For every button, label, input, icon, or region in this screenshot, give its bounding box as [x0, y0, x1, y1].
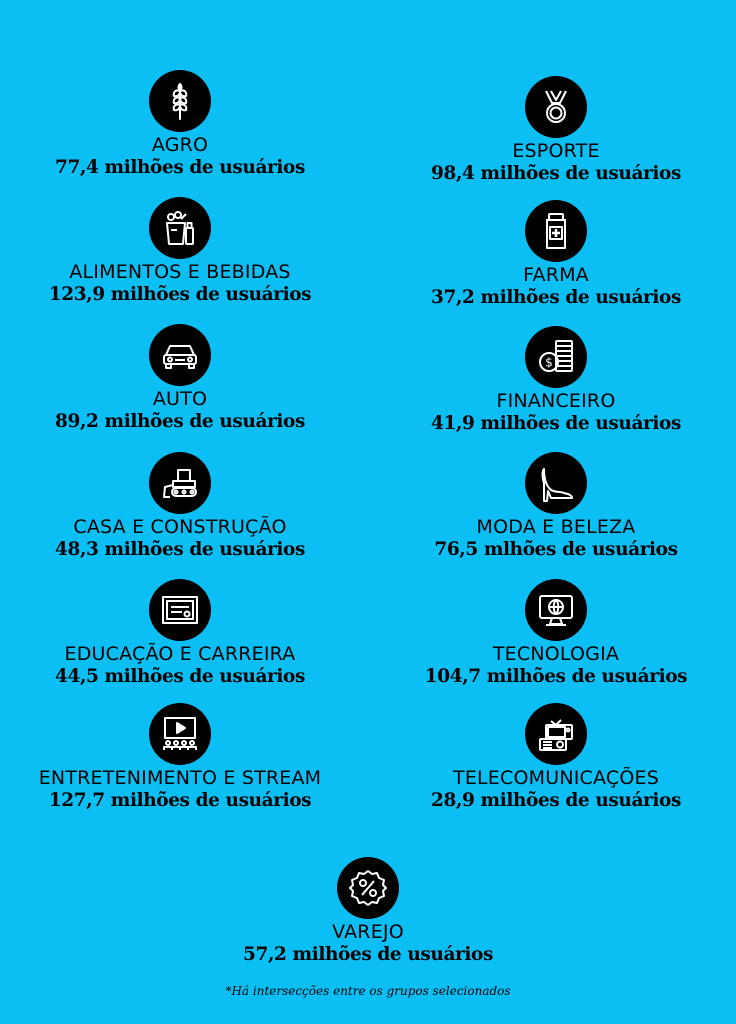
segment-users: 127,7 milhões de usuários — [48, 790, 312, 811]
segment-moda-beleza: MODA E BELEZA 76,5 mlhões de usuários — [376, 452, 736, 562]
segment-name: ESPORTE — [512, 140, 600, 162]
medal-icon — [525, 76, 587, 138]
segment-name: MODA E BELEZA — [476, 516, 636, 538]
bulldozer-icon — [149, 452, 211, 514]
segment-name: ENTRETENIMENTO E STREAM — [38, 767, 322, 789]
high-heel-icon — [525, 452, 587, 514]
car-icon — [149, 324, 211, 386]
segment-users: 89,2 milhões de usuários — [55, 411, 305, 432]
segment-users: 76,5 mlhões de usuários — [434, 539, 678, 560]
segment-users: 41,9 milhões de usuários — [431, 413, 681, 434]
segment-users: 104,7 milhões de usuários — [424, 666, 688, 687]
segment-name: FARMA — [523, 264, 589, 286]
segment-users: 98,4 milhões de usuários — [431, 163, 681, 184]
segment-auto: AUTO 89,2 milhões de usuários — [0, 324, 360, 434]
segment-esporte: ESPORTE 98,4 milhões de usuários — [376, 76, 736, 186]
segment-name: VAREJO — [332, 921, 404, 943]
segment-users: 57,2 milhões de usuários — [243, 944, 493, 965]
coins-icon: $ — [525, 326, 587, 388]
monitor-icon — [525, 579, 587, 641]
grocery-bag-icon — [149, 197, 211, 259]
svg-text:$: $ — [545, 356, 553, 370]
segment-users: 77,4 milhões de usuários — [55, 157, 305, 178]
segment-name: AGRO — [151, 134, 209, 156]
segment-users: 28,9 milhões de usuários — [431, 790, 681, 811]
segment-financeiro: $ FINANCEIRO 41,9 milhões de usuários — [376, 326, 736, 436]
segment-entretenimento-stream: ENTRETENIMENTO E STREAM 127,7 milhões de… — [0, 703, 360, 813]
segment-name: TELECOMUNICAÇÕES — [453, 767, 659, 789]
segment-name: EDUCAÇÃO E CARREIRA — [64, 643, 296, 665]
segment-agro: AGRO 77,4 milhões de usuários — [0, 70, 360, 180]
percent-badge-icon — [337, 857, 399, 919]
segment-name: AUTO — [152, 388, 208, 410]
segment-casa-construcao: CASA E CONSTRUÇÃO 48,3 milhões de usuári… — [0, 452, 360, 562]
segment-users: 123,9 milhões de usuários — [48, 284, 312, 305]
footnote: *Há intersecções entre os grupos selecio… — [225, 984, 511, 998]
segment-alimentos-bebidas: ALIMENTOS E BEBIDAS 123,9 milhões de usu… — [0, 197, 360, 307]
segment-name: ALIMENTOS E BEBIDAS — [69, 261, 291, 283]
segment-users: 37,2 milhões de usuários — [431, 287, 681, 308]
diploma-icon — [149, 579, 211, 641]
segment-name: CASA E CONSTRUÇÃO — [73, 516, 287, 538]
segment-tecnologia: TECNOLOGIA 104,7 milhões de usuários — [376, 579, 736, 689]
segment-varejo: VAREJO 57,2 milhões de usuários — [188, 857, 548, 967]
segment-telecomunicacoes: TELECOMUNICAÇÕES 28,9 milhões de usuário… — [376, 703, 736, 813]
medicine-bottle-icon — [525, 200, 587, 262]
tv-radio-icon — [525, 703, 587, 765]
segment-users: 48,3 milhões de usuários — [55, 539, 305, 560]
segment-name: FINANCEIRO — [496, 390, 616, 412]
wheat-icon — [149, 70, 211, 132]
segment-users: 44,5 milhões de usuários — [55, 666, 305, 687]
video-audience-icon — [149, 703, 211, 765]
segment-name: TECNOLOGIA — [492, 643, 620, 665]
segment-educacao-carreira: EDUCAÇÃO E CARREIRA 44,5 milhões de usuá… — [0, 579, 360, 689]
segment-farma: FARMA 37,2 milhões de usuários — [376, 200, 736, 310]
